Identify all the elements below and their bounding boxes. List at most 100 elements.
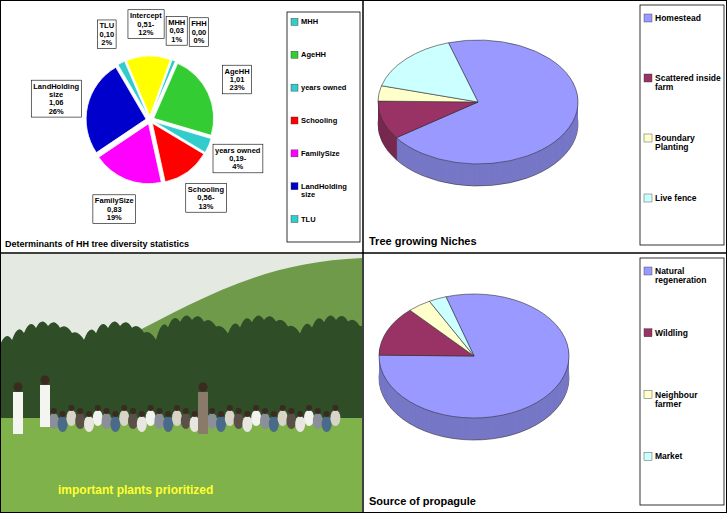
data-label-box <box>213 144 263 173</box>
photo-person-head <box>41 376 50 385</box>
slice-value-label: 0% <box>194 36 205 45</box>
legend-swatch <box>644 329 652 337</box>
photo-person-head <box>271 411 277 417</box>
legend-swatch <box>644 74 652 82</box>
legend-label-line: Wildling <box>655 328 688 338</box>
photo-person <box>110 416 120 432</box>
photo-person-head <box>236 408 242 414</box>
pie-top <box>379 294 569 418</box>
photo-person-head <box>77 408 83 414</box>
legend-label-line: FamilySize <box>301 149 340 158</box>
photo-person-head <box>121 405 127 411</box>
legend-label-line: Planting <box>655 142 689 152</box>
photo-person-head <box>183 408 189 414</box>
data-label-box <box>186 184 227 213</box>
slice-value-label: 26% <box>49 107 64 116</box>
photo-person <box>58 416 68 432</box>
photo-person <box>322 416 332 432</box>
legend-label: Market <box>655 451 683 461</box>
slice-value-label: 19% <box>107 213 122 222</box>
photo-person <box>84 416 94 432</box>
photo-person <box>172 410 182 426</box>
photo-person <box>137 416 147 432</box>
data-label: AgeHH1,0123% <box>223 65 252 94</box>
legend-label: Live fence <box>655 193 697 203</box>
legend-box <box>287 12 360 242</box>
photo-person <box>234 413 244 429</box>
legend-label-line: Live fence <box>655 193 697 203</box>
photo-person <box>286 413 296 429</box>
legend-label-line: Homestead <box>655 13 701 23</box>
legend: NaturalregenerationWildlingNeighbourfarm… <box>640 258 724 505</box>
legend-label-line: Market <box>655 451 683 461</box>
photo-person-head <box>165 411 171 417</box>
legend-label: TLU <box>301 215 316 224</box>
legend-label: AgeHH <box>301 50 326 59</box>
data-labels: MHH0,031%FHH0,000%AgeHH1,0123%years owne… <box>31 10 263 224</box>
data-label-box <box>128 10 164 39</box>
legend: Homestead Scattered insidefarm BoundaryPla… <box>640 5 724 245</box>
data-label: TLU0,102% <box>97 20 116 49</box>
chart-title: Source of propagule <box>369 495 476 507</box>
data-label: LandHoldingsize1,0626% <box>31 80 81 117</box>
slice-label: LandHoldingsize <box>33 82 79 99</box>
photo-person-head <box>218 411 224 417</box>
pie-panel: MHH0,031%FHH0,000%AgeHH1,0123%years owne… <box>5 10 360 249</box>
photo-person-head <box>209 408 215 414</box>
data-label-box <box>189 18 208 47</box>
photo-person-head <box>104 408 110 414</box>
legend-box <box>640 5 724 245</box>
photo-person-head <box>332 405 338 411</box>
data-label-box <box>97 20 116 49</box>
data-label: MHH0,031% <box>166 17 187 46</box>
pie-slice <box>429 297 474 356</box>
legend-label: BoundaryPlanting <box>655 133 695 152</box>
slice-value-label: 2% <box>101 38 112 47</box>
legend-label: Naturalregeneration <box>655 266 707 285</box>
photo-person-head <box>174 405 180 411</box>
photo-person <box>278 410 288 426</box>
photo-person-head <box>112 411 118 417</box>
legend-swatch <box>291 51 298 58</box>
photo <box>1 254 362 512</box>
legend-swatch <box>291 18 298 25</box>
legend-label-line: Schooling <box>301 116 338 125</box>
legend-swatch <box>644 391 652 399</box>
legend-label-line: farm <box>655 82 674 92</box>
panel-border <box>363 253 727 513</box>
photo-person <box>93 410 103 426</box>
pie-slice <box>379 294 569 418</box>
photo-person-head <box>139 411 145 417</box>
photo-person <box>251 410 261 426</box>
pie3d-slices <box>379 294 569 440</box>
pie-top <box>378 40 578 164</box>
photo-standing-person <box>198 392 208 434</box>
pie-slice <box>382 43 478 102</box>
photo-person <box>295 416 305 432</box>
legend-label-line: MHH <box>301 17 318 26</box>
panel-border <box>363 1 727 254</box>
photo-person-head <box>86 411 92 417</box>
photo-person-head <box>262 408 268 414</box>
photo-person <box>154 413 164 429</box>
photo-person-head <box>315 408 321 414</box>
photo-person <box>163 416 173 432</box>
legend-label: FamilySize <box>301 149 340 158</box>
photo-trees <box>1 315 362 420</box>
photo-person-head <box>306 405 312 411</box>
photo-standing-person <box>40 385 50 427</box>
photo-person <box>119 410 129 426</box>
chart-title: Determinants of HH tree diversity statis… <box>5 239 189 249</box>
slice-value-label: 4% <box>232 162 243 171</box>
legend-swatch <box>291 84 298 91</box>
photo-person-head <box>244 411 250 417</box>
legend-label-line: regeneration <box>655 275 707 285</box>
legend-label: Scattered insidefarm <box>655 73 721 92</box>
legend-label: MHH <box>301 17 318 26</box>
photo-person-head <box>68 405 74 411</box>
pie-slice-side <box>379 295 569 419</box>
photo-person <box>242 416 252 432</box>
legend-swatch <box>291 216 298 223</box>
data-label-box <box>31 80 81 117</box>
photo-person-head <box>95 405 101 411</box>
